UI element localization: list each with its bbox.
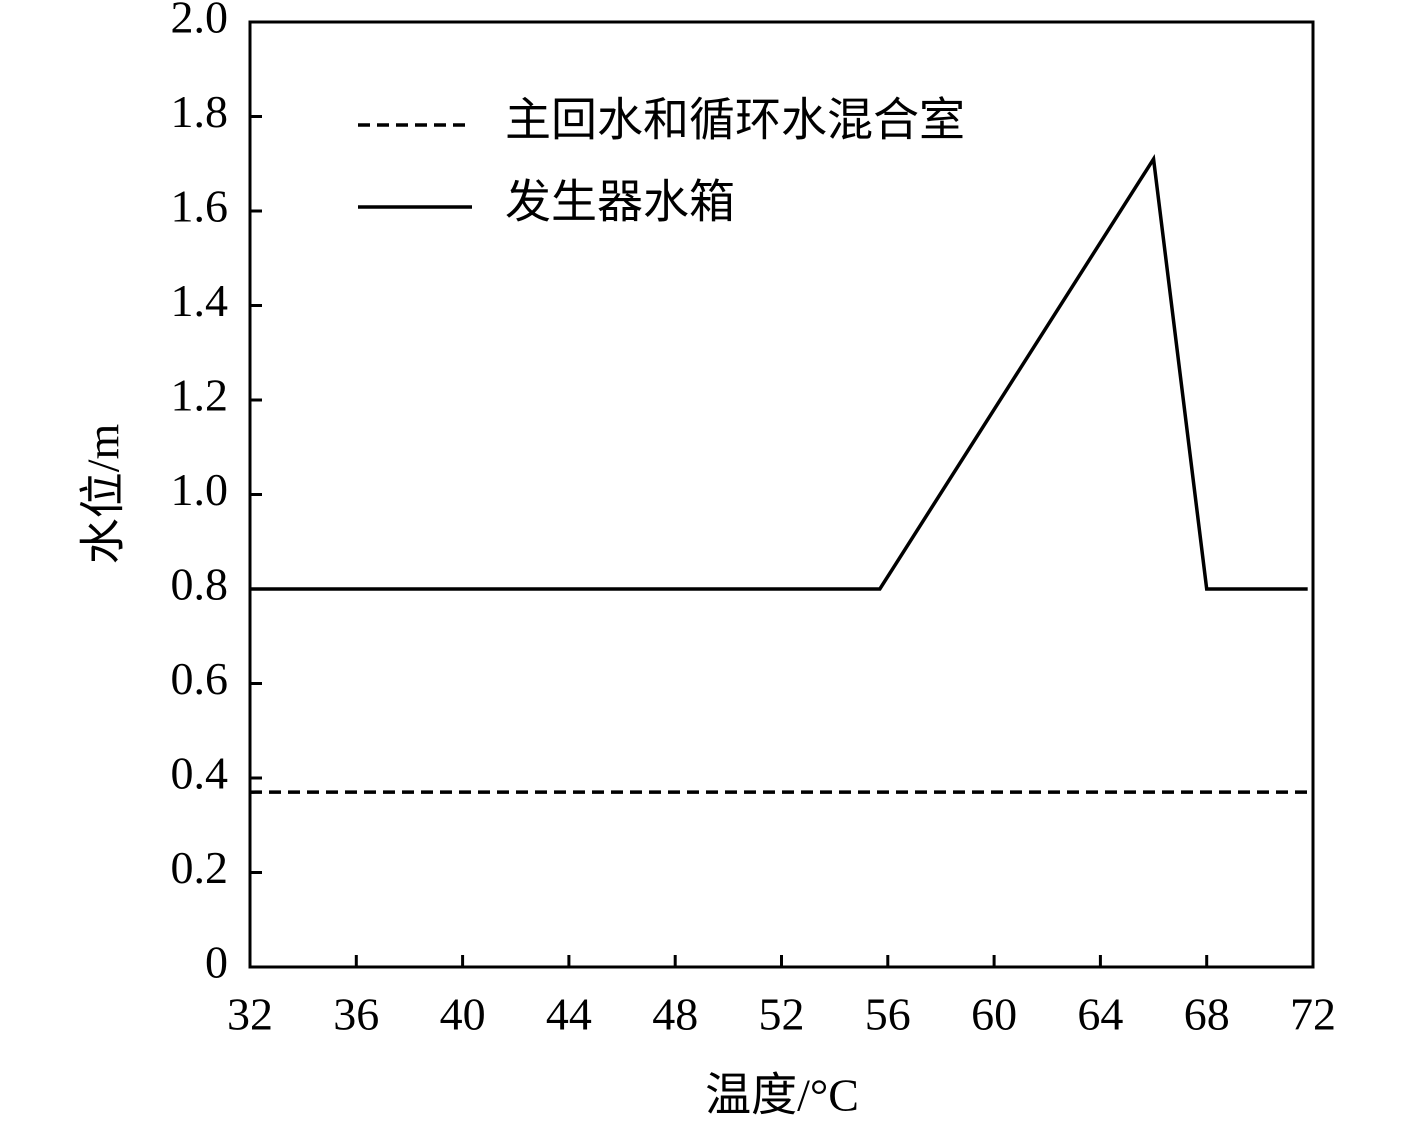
y-tick-label: 1.6 [171, 181, 229, 232]
x-tick-label: 48 [652, 989, 698, 1040]
x-tick-label: 36 [333, 989, 379, 1040]
x-tick-label: 72 [1290, 989, 1336, 1040]
x-axis-label: 温度/°C [705, 1070, 859, 1121]
legend-label: 主回水和循环水混合室 [505, 95, 965, 146]
y-tick-label: 1.2 [171, 370, 229, 421]
y-tick-label: 1.4 [171, 275, 229, 326]
x-tick-label: 60 [971, 989, 1017, 1040]
data-line [250, 153, 1308, 591]
y-tick-label: 0.8 [171, 559, 229, 610]
y-tick-label: 1.8 [171, 86, 229, 137]
y-tick-label: 2.0 [171, 0, 229, 43]
x-tick-label: 44 [546, 989, 592, 1040]
x-tick-label: 40 [440, 989, 486, 1040]
y-tick-label: 0.6 [171, 653, 229, 704]
y-tick-label: 1.0 [171, 464, 229, 515]
x-tick-label: 52 [759, 989, 805, 1040]
y-tick-label: 0 [205, 937, 228, 988]
x-tick-label: 64 [1077, 989, 1123, 1040]
x-tick-label: 68 [1184, 989, 1230, 1040]
y-tick-label: 0.4 [171, 748, 229, 799]
y-tick-label: 0.2 [171, 842, 229, 893]
legend-label: 发生器水箱 [505, 177, 735, 228]
y-axis-label: 水位/m [78, 424, 129, 565]
x-tick-label: 56 [865, 989, 911, 1040]
x-tick-label: 32 [227, 989, 273, 1040]
